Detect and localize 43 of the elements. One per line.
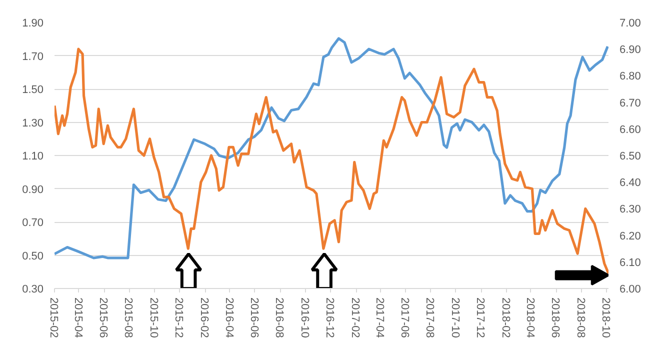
x-tick-label: 2017-12 — [474, 298, 486, 338]
y2-tick-label: 6.90 — [620, 44, 641, 56]
x-tick-label: 2018-06 — [549, 298, 562, 338]
y-tick-label: 0.30 — [22, 284, 44, 296]
y2-tick-label: 6.80 — [620, 70, 641, 83]
x-tick-label: 2015-04 — [72, 298, 84, 338]
x-tick-label: 2015-12 — [172, 298, 184, 338]
x-tick-label: 2016-04 — [222, 298, 235, 338]
y-tick-label: 1.90 — [22, 18, 44, 30]
x-tick-label: 2018-02 — [500, 298, 512, 338]
y-tick-label: 1.50 — [22, 84, 44, 96]
x-tick-label: 2018-04 — [524, 298, 536, 338]
y2-tick-label: 6.70 — [620, 97, 641, 110]
x-tick-label: 2016-10 — [298, 298, 310, 338]
x-tick-label: 2015-08 — [122, 298, 134, 338]
y-tick-label: 0.70 — [22, 217, 44, 229]
x-tick-label: 2017-08 — [424, 298, 436, 338]
x-tick-label: 2017-06 — [398, 298, 411, 338]
x-tick-label: 2016-06 — [248, 298, 260, 338]
x-tick-label: 2015-06 — [97, 298, 109, 338]
x-tick-label: 2018-08 — [574, 298, 586, 338]
y-tick-label: 1.70 — [22, 50, 44, 63]
x-tick-label: 2018-10 — [599, 298, 612, 338]
x-tick-label: 2017-04 — [373, 298, 386, 338]
x-tick-label: 2015-02 — [48, 298, 60, 338]
y2-tick-label: 6.50 — [620, 150, 641, 162]
x-tick-label: 2017-02 — [349, 298, 362, 338]
y2-tick-label: 6.00 — [620, 284, 641, 296]
x-tick-label: 2016-08 — [273, 298, 286, 338]
x-tick-label: 2016-12 — [323, 298, 336, 338]
y2-tick-label: 7.00 — [620, 18, 641, 30]
x-tick-label: 2017-10 — [448, 298, 461, 338]
y-tick-label: 0.50 — [22, 250, 44, 262]
y2-tick-label: 6.60 — [620, 124, 641, 136]
y2-tick-label: 6.20 — [620, 230, 641, 242]
y-tick-label: 1.10 — [22, 150, 44, 162]
y2-tick-label: 6.30 — [620, 204, 641, 216]
y-tick-label: 0.90 — [22, 184, 44, 196]
y2-tick-label: 6.10 — [620, 256, 641, 269]
x-tick-label: 2016-02 — [198, 298, 210, 338]
x-tick-label: 2015-10 — [147, 298, 160, 338]
y2-tick-label: 6.40 — [620, 177, 641, 190]
y-tick-label: 1.30 — [22, 117, 44, 130]
